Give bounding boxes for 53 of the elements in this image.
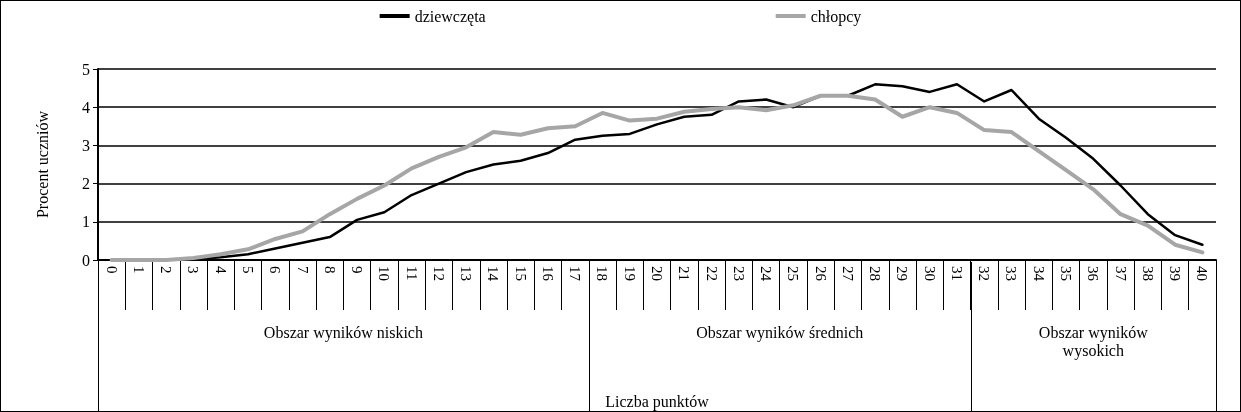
x-tick-label: 15 <box>512 266 529 281</box>
x-tick-label: 14 <box>485 266 502 282</box>
y-tick-label: 3 <box>82 136 90 154</box>
x-tick-label: 13 <box>458 266 475 281</box>
x-tick-label: 30 <box>921 266 938 281</box>
x-tick-label: 25 <box>785 266 802 281</box>
x-tick-label: 29 <box>894 266 911 281</box>
x-tick-label: 38 <box>1139 266 1156 281</box>
legend-label: chłopcy <box>810 7 862 26</box>
x-tick-label: 27 <box>839 266 856 282</box>
y-tick-label: 2 <box>82 175 90 193</box>
x-tick-label: 5 <box>239 266 256 274</box>
x-tick-label: 0 <box>103 266 120 274</box>
x-tick-label: 12 <box>430 266 447 281</box>
y-tick-label: 5 <box>82 60 90 78</box>
x-tick-label: 35 <box>1058 266 1075 281</box>
x-tick-label: 19 <box>621 266 638 281</box>
x-tick-label: 31 <box>948 266 965 281</box>
x-tick-label: 32 <box>976 266 993 281</box>
x-tick-label: 10 <box>376 266 393 281</box>
x-tick-label: 2 <box>158 266 175 274</box>
x-tick-label: 6 <box>267 266 284 274</box>
x-tick-label: 24 <box>758 266 775 282</box>
x-tick-label: 17 <box>567 266 584 282</box>
text: Liczba punktów <box>605 393 709 411</box>
x-tick-label: 18 <box>594 266 611 281</box>
x-tick-label: 7 <box>294 266 311 274</box>
x-tick-label: 33 <box>1003 266 1020 281</box>
x-tick-label: 3 <box>185 266 202 274</box>
x-tick-label: 23 <box>730 266 747 281</box>
x-tick-label: 22 <box>703 266 720 281</box>
x-tick-label: 28 <box>867 266 884 281</box>
x-tick-label: 9 <box>349 266 366 274</box>
x-tick-label: 20 <box>649 266 665 281</box>
y-tick-label: 4 <box>82 98 90 116</box>
y-axis-title: Procent uczniów <box>33 110 51 219</box>
x-tick-label: 16 <box>539 266 556 282</box>
x-tick-label: 4 <box>212 266 229 274</box>
x-tick-label: 1 <box>130 266 147 274</box>
x-tick-label: 34 <box>1030 266 1047 282</box>
x-tick-label: 11 <box>403 266 420 281</box>
y-tick-label: 1 <box>82 213 90 231</box>
x-tick-label: 37 <box>1112 266 1129 282</box>
x-tick-label: 8 <box>321 266 338 274</box>
text: Obszar wyników niskich <box>263 324 423 342</box>
text: Obszar wyników średnich <box>696 324 864 342</box>
x-tick-label: 40 <box>1194 266 1211 281</box>
x-tick-label: 21 <box>676 266 693 281</box>
x-tick-label: 36 <box>1085 266 1102 282</box>
x-tick-label: 39 <box>1167 266 1184 281</box>
x-tick-label: 26 <box>812 266 829 282</box>
text: Obszar wyników wysokich <box>1038 324 1148 360</box>
legend-label: dziewczęta <box>414 7 486 26</box>
